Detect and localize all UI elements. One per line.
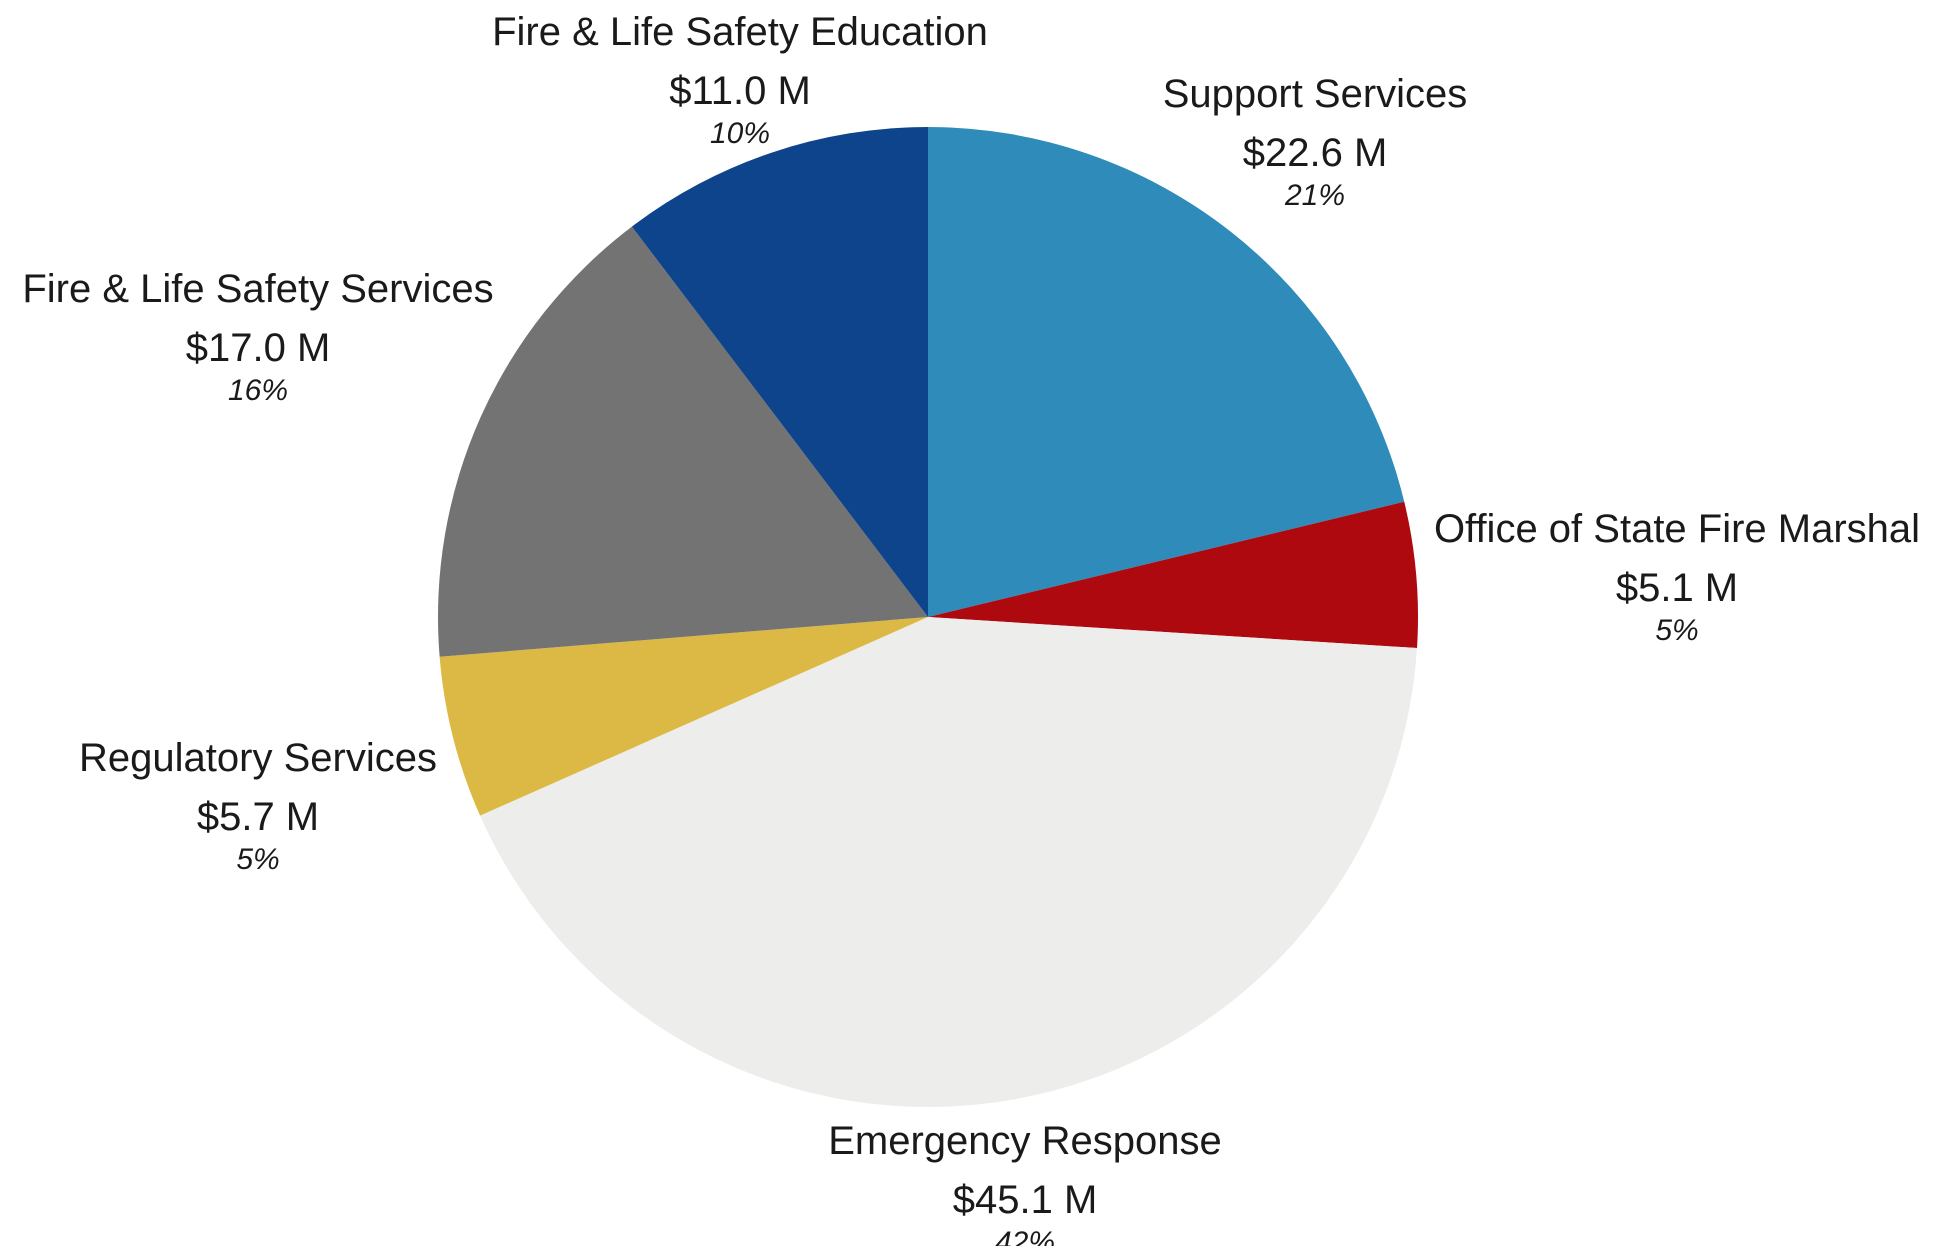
slice-amount-label: $5.7 M	[197, 795, 319, 839]
slice-percent-label: 16%	[228, 374, 288, 407]
slice-name-label: Office of State Fire Marshal	[1434, 507, 1920, 551]
pie-slice-fire-and-life-safety-education	[631, 126, 928, 617]
pie-slices	[437, 126, 1418, 1107]
slice-label-support-services: Support Services $22.6 M 21%	[1163, 72, 1468, 212]
slice-amount-label: $11.0 M	[669, 69, 811, 113]
slice-amount-label: $22.6 M	[1243, 131, 1388, 175]
slice-name-label: Regulatory Services	[79, 736, 437, 780]
pie-slice-fire-and-life-safety-services	[437, 226, 928, 657]
slice-name-label: Fire & Life Safety Education	[492, 10, 988, 54]
pie-slice-support-services	[928, 127, 1405, 617]
slice-label-fire-and-life-safety-education: Fire & Life Safety Education $11.0 M 10%	[492, 10, 988, 150]
slice-labels: Support Services $22.6 M 21% Office of Stat…	[22, 10, 1920, 1246]
slice-percent-label: 5%	[1655, 614, 1698, 647]
slice-label-regulatory-services: Regulatory Services $5.7 M 5%	[79, 736, 437, 876]
pie-slice-regulatory-services	[439, 617, 928, 816]
slice-name-label: Support Services	[1163, 72, 1468, 116]
slice-label-emergency-response: Emergency Response $45.1 M 42%	[828, 1119, 1222, 1246]
pie-slice-emergency-response	[480, 617, 1418, 1107]
slice-percent-label: 21%	[1284, 179, 1345, 212]
slice-name-label: Fire & Life Safety Services	[22, 267, 493, 311]
slice-percent-label: 5%	[236, 843, 279, 876]
slice-percent-label: 42%	[995, 1226, 1055, 1246]
slice-amount-label: $17.0 M	[186, 326, 331, 370]
slice-label-fire-and-life-safety-services: Fire & Life Safety Services $17.0 M 16%	[22, 267, 493, 407]
slice-amount-label: $45.1 M	[953, 1178, 1098, 1222]
slice-amount-label: $5.1 M	[1616, 566, 1738, 610]
pie-slice-office-of-state-fire-marshal	[928, 501, 1418, 649]
slice-name-label: Emergency Response	[828, 1119, 1222, 1163]
slice-label-office-of-state-fire-marshal: Office of State Fire Marshal $5.1 M 5%	[1434, 507, 1920, 647]
slice-percent-label: 10%	[710, 117, 770, 150]
